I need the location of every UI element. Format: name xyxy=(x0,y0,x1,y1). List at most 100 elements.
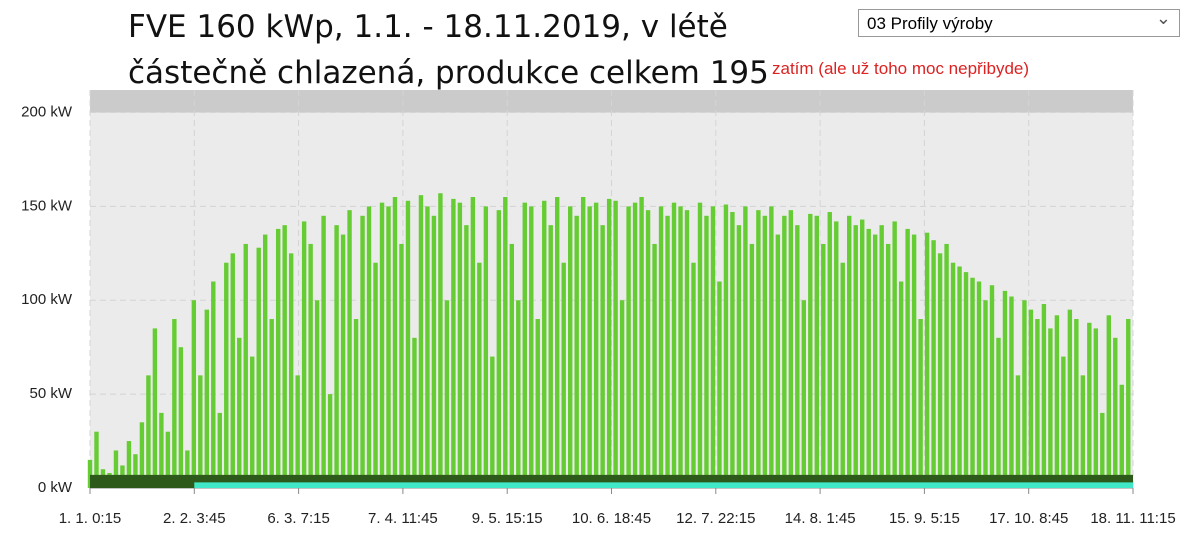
bar xyxy=(405,200,411,488)
bar xyxy=(795,225,800,489)
y-tick-label: 50 kW xyxy=(29,385,72,402)
bar xyxy=(204,309,210,488)
y-tick-label: 0 kW xyxy=(38,479,73,496)
bar xyxy=(567,206,573,488)
bar xyxy=(250,356,255,488)
bar xyxy=(989,285,995,488)
bar xyxy=(542,200,547,488)
bar xyxy=(470,197,476,488)
title: FVE 160 kWp, 1.1. - 18.11.2019, v létě č… xyxy=(128,9,769,137)
bar xyxy=(983,300,988,488)
bar xyxy=(224,262,229,488)
bar xyxy=(379,202,385,488)
bar xyxy=(717,281,722,488)
bar xyxy=(937,253,943,488)
bar xyxy=(801,300,807,488)
bar xyxy=(847,215,852,488)
bar xyxy=(327,394,333,488)
bar xyxy=(1002,290,1008,488)
bar xyxy=(386,206,391,488)
bar xyxy=(152,328,158,488)
bar xyxy=(1067,309,1073,488)
bar xyxy=(308,243,313,488)
bar xyxy=(503,197,508,488)
x-tick-label: 18. 11. 11:15 xyxy=(1090,510,1175,527)
bar xyxy=(749,243,755,488)
bar xyxy=(626,206,631,488)
bar xyxy=(1028,309,1034,488)
bar xyxy=(360,215,365,488)
bar xyxy=(892,221,897,488)
bar xyxy=(840,262,845,488)
bar xyxy=(924,232,930,488)
bar xyxy=(931,240,936,488)
bar xyxy=(723,204,729,489)
bar xyxy=(996,337,1001,488)
bar xyxy=(146,375,151,488)
bar xyxy=(431,215,437,488)
bar xyxy=(1035,319,1040,488)
bar xyxy=(788,210,794,488)
bar xyxy=(639,197,644,488)
bar xyxy=(691,262,696,488)
bar xyxy=(898,281,904,488)
bar xyxy=(211,281,216,488)
bar xyxy=(697,202,703,488)
bar xyxy=(580,197,586,488)
bar xyxy=(172,319,177,488)
bar xyxy=(704,215,709,488)
bar xyxy=(1022,300,1027,488)
bar xyxy=(574,215,579,488)
bar xyxy=(522,202,527,488)
bar xyxy=(529,206,534,488)
y-tick-label: 200 kW xyxy=(21,103,73,120)
bar xyxy=(957,266,962,488)
bar xyxy=(1080,375,1086,488)
bar xyxy=(399,243,404,488)
bar xyxy=(477,262,482,488)
bar xyxy=(340,234,346,488)
bar xyxy=(243,243,248,488)
bar xyxy=(950,262,956,488)
bar xyxy=(237,337,242,488)
bar xyxy=(295,375,300,488)
bar xyxy=(548,225,553,489)
bar xyxy=(665,215,670,488)
bar xyxy=(191,300,197,488)
bar xyxy=(178,347,184,488)
bar xyxy=(451,198,456,489)
bar xyxy=(321,215,326,488)
y-tick-label: 100 kW xyxy=(21,291,73,308)
bar xyxy=(87,459,93,488)
bar xyxy=(1093,328,1099,488)
x-tick-label: 6. 3. 7:15 xyxy=(267,510,330,527)
bar xyxy=(217,412,222,488)
bar xyxy=(587,206,592,488)
bar xyxy=(885,243,891,488)
x-tick-label: 1. 1. 0:15 xyxy=(59,510,122,527)
x-tick-label: 15. 9. 5:15 xyxy=(889,510,960,527)
area xyxy=(194,482,1134,488)
bar xyxy=(1015,375,1021,488)
bar xyxy=(814,215,819,488)
bar xyxy=(963,272,969,488)
bar xyxy=(1126,319,1131,488)
bar xyxy=(652,243,657,488)
bar xyxy=(314,300,320,488)
bar xyxy=(198,375,203,488)
x-tick-label: 2. 2. 3:45 xyxy=(163,510,226,527)
profile-select[interactable]: 03 Profily výroby xyxy=(858,4,1180,37)
bar xyxy=(425,206,430,488)
bar xyxy=(645,210,651,488)
x-tick-label: 17. 10. 8:45 xyxy=(989,510,1068,527)
bar xyxy=(347,210,352,488)
bar xyxy=(230,253,235,488)
bar xyxy=(412,337,417,488)
bar xyxy=(288,253,294,488)
note: zatím (ale už toho moc nepřibyde) xyxy=(772,59,1030,78)
bar xyxy=(301,221,307,488)
x-tick-label: 10. 6. 18:45 xyxy=(572,510,651,527)
bar xyxy=(827,212,832,488)
bar xyxy=(970,277,975,488)
bar xyxy=(535,319,540,488)
